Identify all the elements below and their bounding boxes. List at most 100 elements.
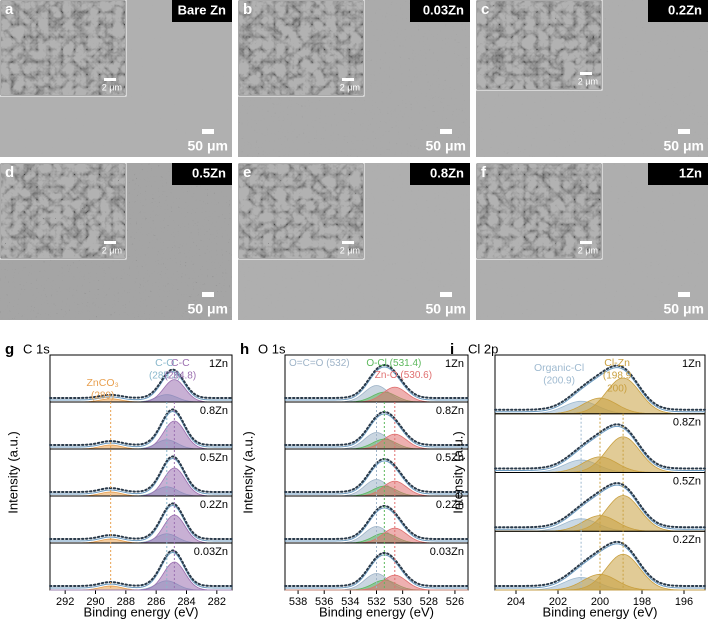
- region-label: C 1s: [23, 341, 50, 356]
- panel-letter: f: [481, 164, 487, 181]
- scale-bar: [440, 292, 452, 297]
- peak-name: C-C: [171, 357, 190, 369]
- peak-position: (284.8): [165, 371, 197, 382]
- peak-name: O-Cl: [366, 358, 387, 369]
- envelope: [495, 543, 706, 589]
- raw-data: [49, 455, 233, 493]
- sample-label: 0.5Zn: [192, 165, 226, 180]
- x-tick-label: 198: [633, 596, 651, 608]
- sem-panel: c 0.2Zn 50 μm 2 μm: [475, 0, 708, 157]
- sem-panel: b 0.03Zn 50 μm 2 μm: [237, 0, 470, 157]
- peak-annotation: Zn-O (530.6): [375, 370, 432, 381]
- panel-letter: d: [5, 164, 14, 181]
- y-axis-label: Intensity (a.u.): [5, 431, 20, 513]
- y-axis-label: Intensity (a.u.): [450, 431, 465, 513]
- peak-name: Zn-O: [375, 370, 398, 381]
- peak-name: Organic-Cl: [534, 362, 584, 374]
- sample-label-bg: [410, 163, 470, 185]
- peak-position: (530.6): [400, 370, 432, 381]
- sample-label: 0.2Zn: [436, 499, 464, 511]
- peak-annotation: O-Cl (531.4): [366, 358, 421, 369]
- sample-label: 0.5Zn: [673, 475, 701, 487]
- x-tick-label: 290: [86, 596, 104, 608]
- scale-bar-label: 50 μm: [188, 301, 228, 317]
- scale-bar-label: 50 μm: [664, 138, 704, 154]
- scale-bar-label: 50 μm: [426, 301, 466, 317]
- x-tick-label: 200: [591, 596, 609, 608]
- x-tick-label: 196: [675, 596, 693, 608]
- scale-bar-label: 50 μm: [426, 138, 466, 154]
- region-label: Cl 2p: [468, 341, 498, 356]
- sample-label: 0.03Zn: [194, 546, 228, 558]
- envelope: [50, 504, 232, 542]
- sample-label: Bare Zn: [178, 2, 226, 17]
- peak-name: ZnCO₃: [87, 377, 119, 389]
- x-tick-label: 284: [177, 596, 195, 608]
- x-axis-label: Binding energy (eV): [84, 604, 199, 619]
- panel-letter: b: [243, 1, 252, 18]
- scale-bar: [678, 292, 690, 297]
- peak-name: O=C=O: [289, 358, 324, 369]
- envelope: [50, 457, 232, 495]
- x-tick-label: 288: [117, 596, 135, 608]
- sample-label: 0.8Zn: [673, 417, 701, 429]
- sample-label: 0.2Zn: [673, 534, 701, 546]
- scale-bar: [202, 292, 214, 297]
- envelope: [495, 484, 706, 530]
- raw-data: [49, 368, 233, 399]
- inset-scale-bar: [342, 78, 354, 81]
- inset-scale-label: 2 μm: [340, 82, 360, 92]
- raw-data: [284, 410, 469, 446]
- inset-scale-bar: [580, 72, 592, 75]
- peak-name: C-O: [155, 357, 174, 369]
- scale-bar: [678, 129, 690, 134]
- x-axis-label: Binding energy (eV): [543, 604, 658, 619]
- inset-scale-label: 2 μm: [102, 82, 122, 92]
- peak-position: (200.9): [543, 376, 575, 387]
- x-tick-label: 286: [147, 596, 165, 608]
- envelope: [285, 460, 468, 495]
- scale-bar: [202, 129, 214, 134]
- raw-data: [284, 363, 469, 399]
- peak-position: (198.9: [603, 371, 632, 382]
- sample-label-bg: [648, 0, 708, 22]
- panel-letter: h: [240, 341, 249, 358]
- sample-label: 0.8Zn: [430, 165, 464, 180]
- x-tick-label: 538: [289, 596, 307, 608]
- inset-scale-label: 2 μm: [578, 76, 598, 86]
- envelope: [50, 370, 232, 401]
- sample-label-bg: [172, 163, 232, 185]
- inset-scale-bar: [104, 78, 116, 81]
- x-tick-label: 204: [507, 596, 525, 608]
- x-tick-label: 534: [341, 596, 359, 608]
- scale-bar: [440, 129, 452, 134]
- sample-pane: [49, 354, 233, 403]
- sample-label: 0.03Zn: [430, 546, 464, 558]
- peak-name: Cl-Zn: [604, 357, 630, 369]
- x-tick-label: 292: [56, 596, 74, 608]
- raw-data: [494, 423, 706, 470]
- inset-scale-label: 2 μm: [578, 245, 598, 255]
- x-tick-label: 202: [549, 596, 567, 608]
- inset-scale-label: 2 μm: [340, 245, 360, 255]
- x-axis-label: Binding energy (eV): [319, 604, 434, 619]
- peak-fit: [50, 561, 232, 591]
- raw-data: [49, 549, 233, 587]
- peak-position: 200): [607, 384, 627, 395]
- x-tick-label: 528: [420, 596, 438, 608]
- sample-label: 0.2Zn: [200, 499, 228, 511]
- sample-label-bg: [172, 0, 232, 22]
- scale-bar-label: 50 μm: [188, 138, 228, 154]
- sem-panel: f 1Zn 50 μm 2 μm: [475, 162, 708, 320]
- peak-position: (289): [91, 391, 114, 402]
- x-tick-label: 530: [393, 596, 411, 608]
- inset-scale-bar: [342, 241, 354, 244]
- sem-panel: a Bare Zn 50 μm 2 μm: [0, 0, 232, 157]
- panel-letter: g: [5, 341, 14, 358]
- sem-panel: e 0.8Zn 50 μm 2 μm: [237, 162, 470, 320]
- sample-label: 0.8Zn: [200, 405, 228, 417]
- sample-label: 1Zn: [209, 358, 228, 370]
- sample-label: 1Zn: [445, 358, 464, 370]
- sample-label: 0.5Zn: [436, 452, 464, 464]
